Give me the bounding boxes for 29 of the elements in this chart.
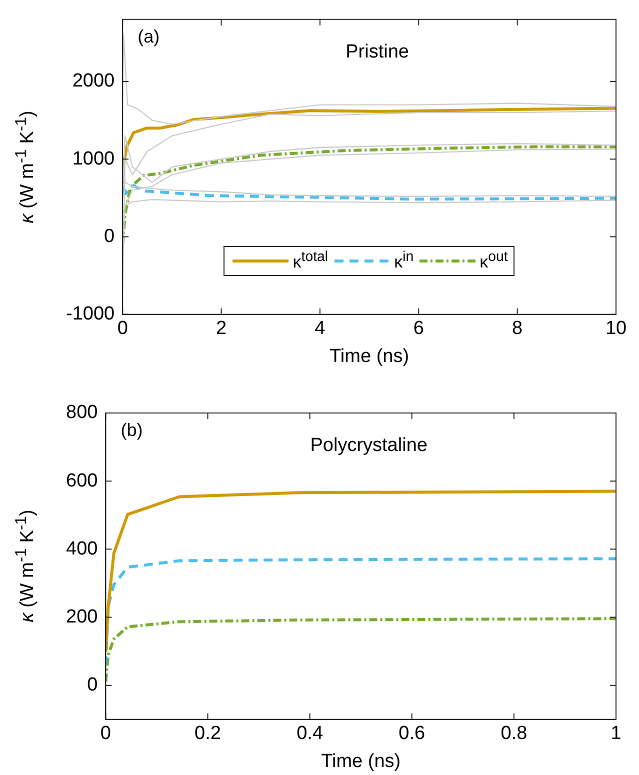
x-tick-label: 0 [117, 318, 128, 340]
y-tick-label: -1000 [66, 304, 115, 325]
y-tick-label: 2000 [72, 70, 115, 92]
y-tick-label: 0 [87, 674, 98, 696]
text: Polycrystaline [310, 435, 428, 456]
x-axis-title: Time (ns) [321, 750, 401, 772]
x-tick-label: 10 [605, 318, 627, 340]
y-tick-label: 1000 [72, 148, 115, 170]
y-tick-label: 600 [66, 470, 98, 492]
x-tick-label: 0.4 [296, 723, 324, 744]
x-tick-label: 1 [610, 723, 622, 744]
legend-label: κ$^{total}$ [292, 249, 328, 274]
x-tick-label: 0.2 [194, 723, 221, 744]
x-tick-label: 8 [512, 318, 523, 340]
legend-label: κ$^{out}$ [480, 249, 508, 274]
x-tick-label: 6 [413, 318, 424, 340]
text: Pristine [346, 42, 409, 63]
y-tick-label: 200 [66, 606, 98, 628]
annotation: (a) [138, 26, 160, 46]
y-tick-label: 0 [104, 226, 115, 248]
x-tick-label: 2 [216, 318, 227, 340]
annotation: (b) [120, 420, 143, 440]
x-tick-label: 0.8 [500, 723, 528, 744]
x-axis-title: Time (ns) [330, 346, 410, 367]
legend-label: κ$^{in}$ [394, 249, 414, 274]
y-tick-label: 400 [66, 538, 98, 560]
y-tick-label: 800 [66, 402, 98, 424]
x-tick-label: 0.6 [398, 723, 426, 744]
x-tick-label: 4 [314, 318, 326, 340]
